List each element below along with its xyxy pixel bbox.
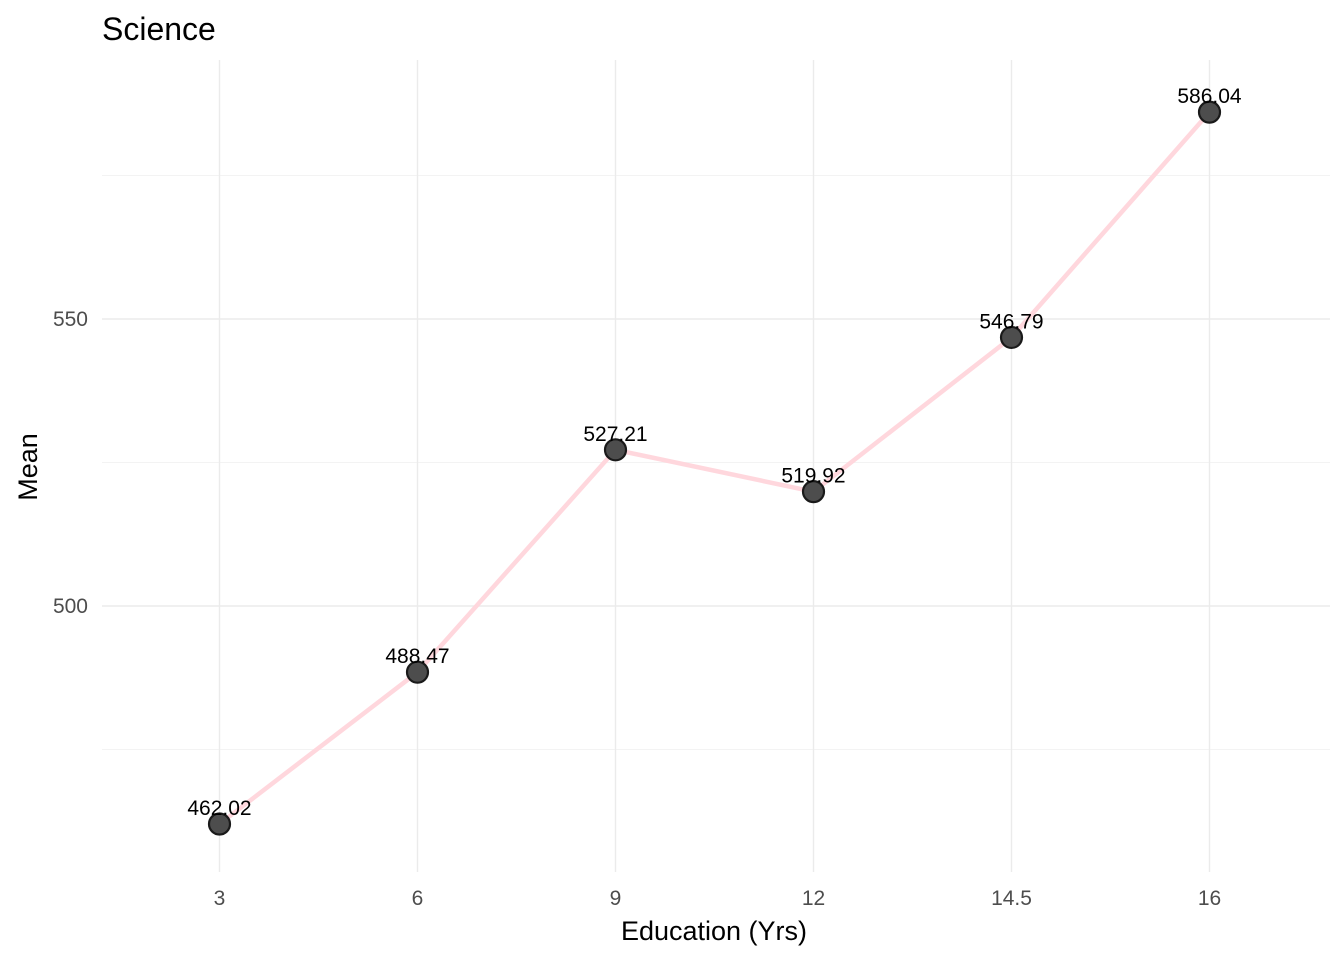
x-tick-label: 3 [214,887,226,910]
x-tick-label: 12 [802,887,825,910]
x-tick-label: 6 [412,887,424,910]
data-points [207,100,1222,836]
x-axis-ticks: 3 6 9 12 14.5 16 [214,887,1222,910]
series-line [217,109,1212,827]
data-label: 586.04 [1177,85,1242,108]
data-labels: 462.02 488.47 527.21 519.92 546.79 586.04 [187,85,1242,820]
data-point [207,812,232,836]
data-label: 546.79 [979,310,1043,333]
chart-title: Science [102,11,216,47]
data-point [999,325,1024,350]
x-tick-label: 16 [1198,887,1221,910]
y-tick-label: 500 [53,595,88,618]
data-label: 488.47 [385,645,449,668]
y-tick-label: 550 [53,308,88,331]
data-label: 519.92 [781,465,845,488]
x-tick-label: 9 [610,887,622,910]
y-axis-ticks: 500 550 [53,308,88,618]
x-tick-label: 14.5 [991,887,1032,910]
series-line-layer [217,109,1212,827]
data-label: 462.02 [187,797,251,820]
x-axis-title: Education (Yrs) [621,916,807,946]
grid [102,60,1330,872]
data-point [405,660,430,684]
data-label: 527.21 [583,423,647,446]
data-point [603,438,628,462]
data-point [1197,100,1222,124]
y-axis-title: Mean [13,433,43,501]
data-point [801,480,826,504]
